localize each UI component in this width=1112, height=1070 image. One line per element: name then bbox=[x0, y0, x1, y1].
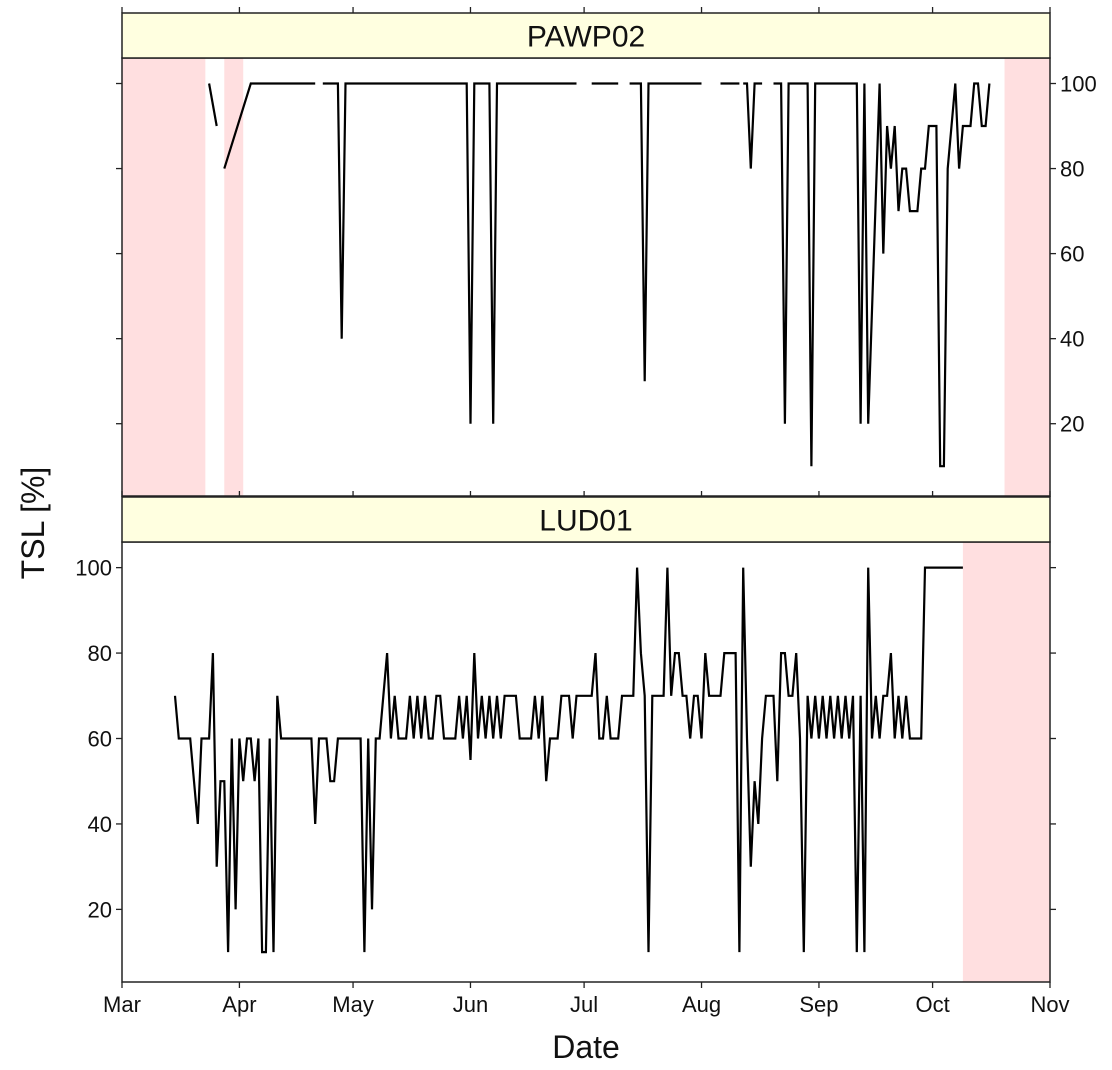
y-tick-label-lud01-20: 20 bbox=[88, 897, 112, 922]
y-tick-label-pawp02-100: 100 bbox=[1060, 72, 1097, 97]
shaded-period-pawp02-1 bbox=[122, 58, 206, 496]
x-tick-label-mar: Mar bbox=[103, 992, 141, 1017]
series-line-pawp02-5 bbox=[629, 82, 702, 382]
x-tick-label-oct: Oct bbox=[915, 992, 949, 1017]
series-line-lud01-1 bbox=[173, 566, 963, 954]
series-line-pawp02-1 bbox=[208, 83, 218, 127]
shaded-period-pawp02-3 bbox=[1004, 58, 1050, 496]
series-line-pawp02-8 bbox=[773, 82, 991, 468]
series-line-pawp02-7 bbox=[743, 82, 763, 169]
x-axis-title: Date bbox=[552, 1029, 620, 1065]
strip-label-lud01: LUD01 bbox=[539, 505, 632, 538]
x-tick-label-nov: Nov bbox=[1030, 992, 1069, 1017]
shaded-period-pawp02-2 bbox=[224, 58, 244, 496]
y-tick-label-pawp02-20: 20 bbox=[1060, 412, 1084, 437]
x-tick-label-aug: Aug bbox=[682, 992, 721, 1017]
y-axis-title: TSL [%] bbox=[15, 467, 51, 580]
y-tick-label-lud01-100: 100 bbox=[75, 556, 112, 581]
shaded-period-lud01-1 bbox=[962, 542, 1050, 982]
strip-lud01 bbox=[121, 496, 1051, 543]
y-tick-label-pawp02-80: 80 bbox=[1060, 157, 1084, 182]
y-tick-label-lud01-80: 80 bbox=[88, 641, 112, 666]
x-tick-label-apr: Apr bbox=[222, 992, 256, 1017]
y-tick-label-lud01-60: 60 bbox=[88, 727, 112, 752]
strip-label-pawp02: PAWP02 bbox=[527, 21, 645, 54]
x-tick-label-may: May bbox=[332, 992, 374, 1017]
series-line-pawp02-3 bbox=[322, 82, 577, 424]
y-tick-label-lud01-40: 40 bbox=[88, 812, 112, 837]
x-tick-label-sep: Sep bbox=[799, 992, 838, 1017]
y-tick-label-pawp02-60: 60 bbox=[1060, 242, 1084, 267]
series-layer bbox=[173, 82, 991, 954]
panel-frame-pawp02 bbox=[121, 57, 1051, 497]
x-tick-label-jul: Jul bbox=[570, 992, 598, 1017]
y-tick-label-pawp02-40: 40 bbox=[1060, 327, 1084, 352]
axes-layer: 20 40 60 80 100 20 40 60 80 100 Mar Apr May Jun Jul Aug… bbox=[75, 7, 1097, 1017]
strip-layer: PAWP02 LUD01 bbox=[121, 12, 1051, 543]
strip-pawp02 bbox=[121, 12, 1051, 59]
series-line-pawp02-2 bbox=[223, 82, 316, 169]
x-tick-label-jun: Jun bbox=[453, 992, 488, 1017]
shading-layer bbox=[122, 58, 1050, 982]
